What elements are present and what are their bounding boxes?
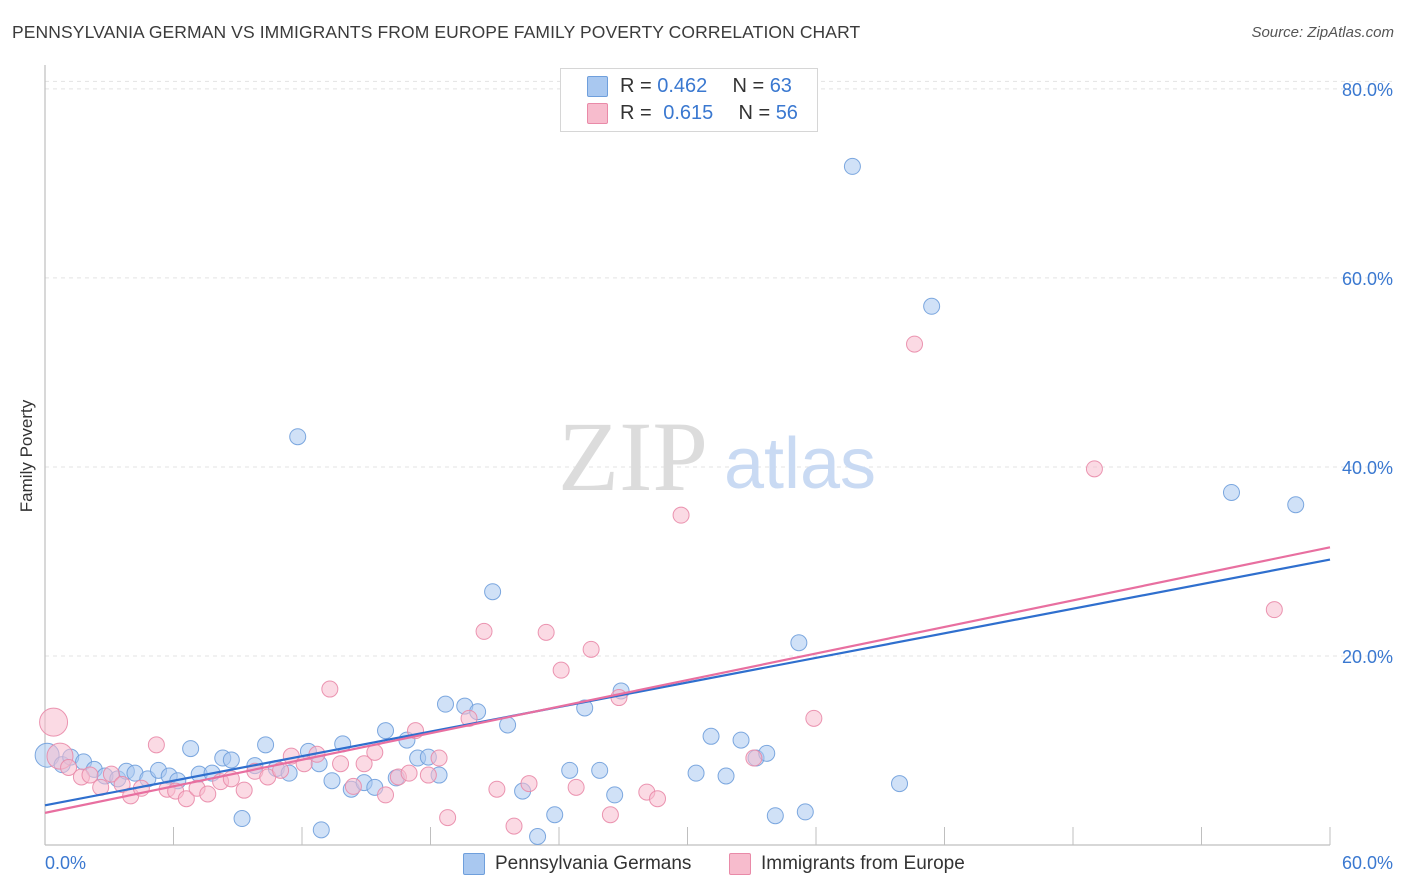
point-immigrants [430, 749, 448, 767]
point-immigrants [582, 640, 600, 658]
bottom-legend-immigrants: Immigrants from Europe [729, 851, 965, 877]
legend-n-value: 63 [769, 74, 792, 97]
source-label: Source: ZipAtlas.com [1251, 24, 1394, 41]
legend-r-label: R = [620, 74, 658, 97]
point-immigrants [537, 623, 555, 641]
point-immigrants [906, 335, 924, 353]
point-germans [182, 740, 200, 758]
point-immigrants [39, 707, 69, 737]
point-germans [436, 695, 454, 713]
point-immigrants [355, 755, 373, 773]
point-immigrants [439, 809, 457, 827]
point-germans [606, 786, 624, 804]
point-germans [222, 751, 240, 769]
y-tick-label: 60.0% [1342, 269, 1393, 289]
point-germans [766, 807, 784, 825]
point-immigrants [567, 778, 585, 796]
point-germans [529, 827, 547, 845]
trend-line-immigrants [44, 546, 1331, 814]
point-germans [289, 428, 307, 446]
point-immigrants [102, 765, 120, 783]
points-layer [34, 157, 1305, 845]
y-tick-label: 20.0% [1342, 647, 1393, 667]
point-immigrants [601, 806, 619, 824]
point-immigrants [1265, 601, 1283, 619]
point-germans [484, 583, 502, 601]
point-germans [377, 722, 395, 740]
point-germans [790, 634, 808, 652]
point-germans [796, 803, 814, 821]
point-immigrants [177, 790, 195, 808]
point-immigrants [113, 776, 131, 794]
y-tick-label: 40.0% [1342, 458, 1393, 478]
point-immigrants [475, 622, 493, 640]
point-immigrants [147, 736, 165, 754]
y-tick-label: 80.0% [1342, 80, 1393, 100]
trend-line-germans [44, 558, 1331, 807]
legend-n-value: 56 [775, 101, 798, 124]
x-tick-label: 0.0% [45, 853, 86, 873]
x-tick-label: 60.0% [1342, 853, 1393, 873]
point-germans [1222, 483, 1240, 501]
point-immigrants [321, 680, 339, 698]
point-germans [591, 761, 609, 779]
watermark-zip: ZIP [558, 401, 708, 512]
point-germans [687, 764, 705, 782]
point-germans [717, 767, 735, 785]
watermark-atlas: atlas [724, 424, 876, 504]
bottom-legend-label-immigrants: Immigrants from Europe [761, 853, 965, 874]
watermark: ZIP atlas [558, 401, 876, 512]
point-germans [233, 810, 251, 828]
grid-lines [45, 80, 1392, 657]
tick-labels: 20.0% 40.0% 60.0% 80.0% 0.0% 60.0% [45, 80, 1393, 873]
bottom-legend-label-germans: Pennsylvania Germans [495, 853, 692, 874]
point-germans [1287, 496, 1305, 514]
legend-r-label: R = [620, 101, 658, 124]
point-immigrants [552, 661, 570, 679]
point-immigrants [745, 749, 763, 767]
bottom-legend-swatch-immigrants [729, 853, 751, 875]
point-germans [323, 772, 341, 790]
point-immigrants [344, 777, 362, 795]
legend-r-value: 0.615 [663, 101, 714, 124]
point-immigrants [400, 764, 418, 782]
point-immigrants [672, 506, 690, 524]
point-immigrants [488, 780, 506, 798]
bottom-legend-swatch-germans [463, 853, 485, 875]
point-immigrants [419, 766, 437, 784]
point-germans [312, 821, 330, 839]
bottom-legend-germans: Pennsylvania Germans [463, 851, 691, 877]
point-immigrants [60, 759, 78, 776]
legend-n-label: N = [732, 74, 770, 97]
point-germans [702, 727, 720, 745]
point-immigrants [81, 766, 99, 784]
point-immigrants [805, 709, 823, 727]
point-germans [923, 297, 941, 315]
legend-swatch-germans [587, 75, 608, 97]
point-germans [561, 761, 579, 779]
point-germans [843, 157, 861, 175]
point-germans [891, 775, 909, 793]
point-immigrants [199, 785, 217, 803]
point-immigrants [1085, 460, 1103, 478]
point-immigrants [332, 755, 350, 773]
point-immigrants [505, 817, 523, 835]
point-immigrants [649, 790, 667, 808]
legend-r-value: 0.462 [657, 74, 708, 97]
point-immigrants [377, 786, 395, 804]
chart-title: PENNSYLVANIA GERMAN VS IMMIGRANTS FROM E… [12, 22, 861, 42]
legend-swatch-immigrants [587, 102, 608, 124]
point-germans [546, 806, 564, 824]
point-immigrants [520, 775, 538, 793]
point-immigrants [272, 761, 290, 779]
stats-legend: R = 0.462 N = 63 R = 0.615 N = 56 [560, 68, 818, 132]
trend-layer [44, 546, 1331, 814]
point-germans [257, 736, 275, 754]
legend-n-label: N = [738, 101, 776, 124]
point-germans [732, 731, 750, 749]
point-immigrants [235, 781, 253, 799]
